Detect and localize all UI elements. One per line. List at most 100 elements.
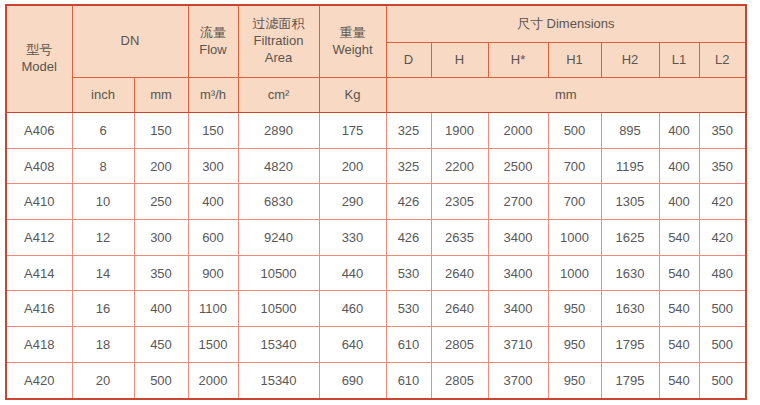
value-cell: 500 [699, 327, 746, 363]
value-cell: 1000 [548, 255, 601, 291]
value-cell: 950 [548, 291, 601, 327]
table-row: A408820030048202003252200250070011954003… [6, 148, 746, 184]
header-dimensions: 尺寸 Dimensions [386, 5, 746, 43]
header-row-top: 型号 Model DN 流量 Flow 过滤面积 Filtration Area… [6, 5, 746, 43]
value-cell: 3700 [488, 362, 548, 398]
value-cell: 6830 [238, 184, 319, 220]
value-cell: 540 [659, 362, 699, 398]
value-cell: 2500 [488, 148, 548, 184]
value-cell: 1795 [601, 362, 659, 398]
value-cell: 10500 [238, 291, 319, 327]
value-cell: 460 [319, 291, 386, 327]
header-dim-h: H [431, 43, 488, 78]
value-cell: 350 [134, 255, 188, 291]
header-dim-h1: H1 [548, 43, 601, 78]
table-row: A420205002000153406906102805370095017955… [6, 362, 746, 398]
value-cell: 400 [134, 291, 188, 327]
value-cell: 12 [72, 220, 134, 256]
value-cell: 2200 [431, 148, 488, 184]
table-row: A412123006009240330426263534001000162554… [6, 220, 746, 256]
value-cell: 150 [134, 113, 188, 149]
model-cell: A416 [6, 291, 72, 327]
model-cell: A420 [6, 362, 72, 398]
model-cell: A414 [6, 255, 72, 291]
value-cell: 1500 [188, 327, 238, 363]
header-dim-l2: L2 [699, 43, 746, 78]
value-cell: 1900 [431, 113, 488, 149]
value-cell: 3400 [488, 220, 548, 256]
value-cell: 150 [188, 113, 238, 149]
value-cell: 300 [188, 148, 238, 184]
value-cell: 1195 [601, 148, 659, 184]
value-cell: 350 [699, 113, 746, 149]
model-cell: A410 [6, 184, 72, 220]
value-cell: 9240 [238, 220, 319, 256]
value-cell: 540 [659, 291, 699, 327]
table-row: A416164001100105004605302640340095016305… [6, 291, 746, 327]
header-dn: DN [72, 5, 188, 78]
value-cell: 10 [72, 184, 134, 220]
unit-filtration-area: cm² [238, 78, 319, 113]
value-cell: 540 [659, 327, 699, 363]
value-cell: 20 [72, 362, 134, 398]
value-cell: 530 [386, 291, 431, 327]
header-weight: 重量 Weight [319, 5, 386, 78]
value-cell: 420 [699, 220, 746, 256]
value-cell: 420 [699, 184, 746, 220]
header-dim-d: D [386, 43, 431, 78]
value-cell: 15340 [238, 362, 319, 398]
value-cell: 2890 [238, 113, 319, 149]
value-cell: 2305 [431, 184, 488, 220]
value-cell: 500 [699, 291, 746, 327]
value-cell: 480 [699, 255, 746, 291]
value-cell: 330 [319, 220, 386, 256]
value-cell: 700 [548, 184, 601, 220]
value-cell: 250 [134, 184, 188, 220]
value-cell: 300 [134, 220, 188, 256]
value-cell: 610 [386, 327, 431, 363]
value-cell: 426 [386, 220, 431, 256]
value-cell: 440 [319, 255, 386, 291]
value-cell: 350 [699, 148, 746, 184]
value-cell: 1100 [188, 291, 238, 327]
model-cell: A412 [6, 220, 72, 256]
model-cell: A408 [6, 148, 72, 184]
value-cell: 500 [134, 362, 188, 398]
value-cell: 3710 [488, 327, 548, 363]
value-cell: 6 [72, 113, 134, 149]
value-cell: 1630 [601, 255, 659, 291]
value-cell: 540 [659, 220, 699, 256]
value-cell: 2805 [431, 362, 488, 398]
value-cell: 18 [72, 327, 134, 363]
header-filtration-area: 过滤面积 Filtration Area [238, 5, 319, 78]
header-dim-h-star: H* [488, 43, 548, 78]
value-cell: 700 [548, 148, 601, 184]
unit-flow: m³/h [188, 78, 238, 113]
value-cell: 610 [386, 362, 431, 398]
value-cell: 895 [601, 113, 659, 149]
value-cell: 1625 [601, 220, 659, 256]
value-cell: 950 [548, 327, 601, 363]
value-cell: 690 [319, 362, 386, 398]
value-cell: 950 [548, 362, 601, 398]
value-cell: 8 [72, 148, 134, 184]
unit-weight: Kg [319, 78, 386, 113]
value-cell: 3400 [488, 255, 548, 291]
value-cell: 500 [548, 113, 601, 149]
header-dim-h2: H2 [601, 43, 659, 78]
spec-sheet-page: 型号 Model DN 流量 Flow 过滤面积 Filtration Area… [0, 0, 760, 405]
value-cell: 175 [319, 113, 386, 149]
value-cell: 4820 [238, 148, 319, 184]
table-body: A406615015028901753251900200050089540035… [6, 113, 746, 399]
value-cell: 2635 [431, 220, 488, 256]
header-flow: 流量 Flow [188, 5, 238, 78]
value-cell: 400 [188, 184, 238, 220]
value-cell: 400 [659, 113, 699, 149]
value-cell: 530 [386, 255, 431, 291]
value-cell: 3400 [488, 291, 548, 327]
header-model: 型号 Model [6, 5, 72, 113]
value-cell: 426 [386, 184, 431, 220]
value-cell: 600 [188, 220, 238, 256]
value-cell: 2805 [431, 327, 488, 363]
table-row: A406615015028901753251900200050089540035… [6, 113, 746, 149]
